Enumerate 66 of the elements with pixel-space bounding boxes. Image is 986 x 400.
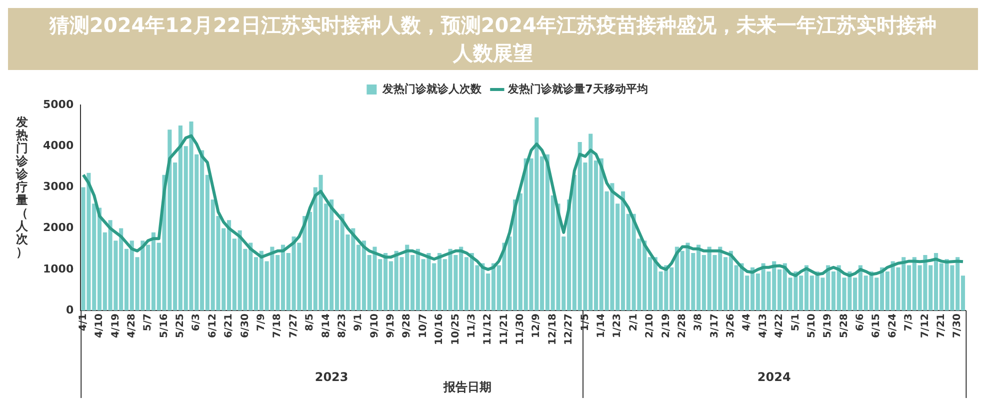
x-tick-label: 7/9	[256, 313, 267, 332]
y-tick-label: 2000	[42, 221, 74, 234]
x-axis-title: 报告日期	[442, 380, 492, 394]
x-tick-label: 3/8	[693, 313, 704, 332]
x-tick-label: 8/5	[304, 313, 316, 332]
x-tick-label: 4/22	[774, 313, 786, 338]
x-tick-label: 4/28	[126, 313, 138, 338]
x-tick-label: 7/27	[288, 313, 300, 338]
x-tick-label: 5/25	[175, 313, 186, 338]
x-tick-label: 11/30	[515, 313, 526, 345]
x-tick-label: 2/19	[660, 313, 672, 338]
x-tick-label: 4/10	[94, 313, 106, 338]
y-tick-label: 5000	[42, 98, 74, 111]
x-tick-label: 8/14	[320, 313, 332, 338]
y-tick-label: 4000	[42, 138, 74, 152]
x-tick-label: 9/19	[386, 313, 397, 338]
x-tick-label: 5/10	[806, 313, 818, 338]
x-tick-label: 10/7	[418, 313, 429, 338]
x-tick-label: 7/21	[936, 313, 947, 338]
x-tick-label: 6/3	[191, 313, 202, 332]
x-tick-label: 3/17	[709, 313, 720, 338]
x-tick-label: 7/3	[904, 313, 915, 332]
x-tick-label: 11/21	[498, 313, 510, 345]
x-tick-label: 12/18	[547, 313, 558, 345]
x-tick-label: 4/4	[742, 313, 753, 332]
x-tick-label: 6/15	[871, 313, 882, 338]
x-tick-label: 10/25	[450, 313, 462, 345]
x-tick-label: 9/10	[369, 313, 380, 338]
legend-label: 发热门诊就诊人次数	[382, 82, 483, 96]
x-tick-label: 5/16	[158, 313, 170, 338]
x-tick-label: 9/28	[402, 313, 413, 338]
x-tick-label: 4/19	[110, 313, 122, 338]
x-tick-label: 2/28	[676, 313, 688, 338]
chart-title: 猜测2024年12月22日江苏实时接种人数，预测2024年江苏疫苗接种盛况，未来一年江苏实时接种人数展望	[48, 12, 938, 67]
y-tick-label: 0	[66, 303, 74, 316]
x-tick-label: 7/18	[272, 313, 284, 338]
x-tick-label: 6/30	[240, 313, 251, 338]
y-tick-label: 3000	[42, 180, 74, 194]
x-tick-label: 2/10	[644, 313, 656, 338]
legend-label: 发热门诊就诊量7天移动平均	[507, 82, 648, 96]
x-tick-label: 12/27	[564, 313, 575, 345]
x-tick-label: 6/6	[855, 313, 866, 332]
x-tick-label: 5/7	[142, 313, 154, 332]
x-tick-label: 9/1	[353, 313, 364, 332]
x-tick-label: 12/9	[531, 313, 542, 338]
x-tick-label: 6/24	[887, 313, 898, 338]
x-tick-label: 5/19	[822, 313, 834, 338]
text: 2023	[314, 370, 348, 384]
x-tick-label: 8/23	[336, 313, 348, 338]
x-tick-label: 6/21	[224, 313, 235, 338]
x-tick-label: 4/13	[758, 313, 769, 338]
x-tick-label: 11/3	[466, 313, 478, 338]
x-tick-label: 7/30	[952, 313, 964, 338]
text: 2024	[757, 370, 791, 384]
x-tick-label: 2/1	[628, 313, 640, 332]
x-tick-label: 1/14	[596, 313, 607, 338]
x-tick-label: 3/26	[726, 313, 737, 338]
x-tick-label: 5/1	[790, 313, 802, 332]
x-tick-label: 5/28	[838, 313, 850, 338]
text: 发热门诊诊疗量（人次）	[16, 114, 28, 259]
x-tick-label: 10/16	[434, 313, 446, 345]
x-tick-label: 1/23	[612, 313, 624, 338]
x-tick-label: 6/12	[207, 313, 218, 338]
x-tick-label: 7/12	[920, 313, 931, 338]
y-tick-label: 1000	[42, 262, 74, 276]
x-tick-label: 11/12	[482, 313, 494, 345]
